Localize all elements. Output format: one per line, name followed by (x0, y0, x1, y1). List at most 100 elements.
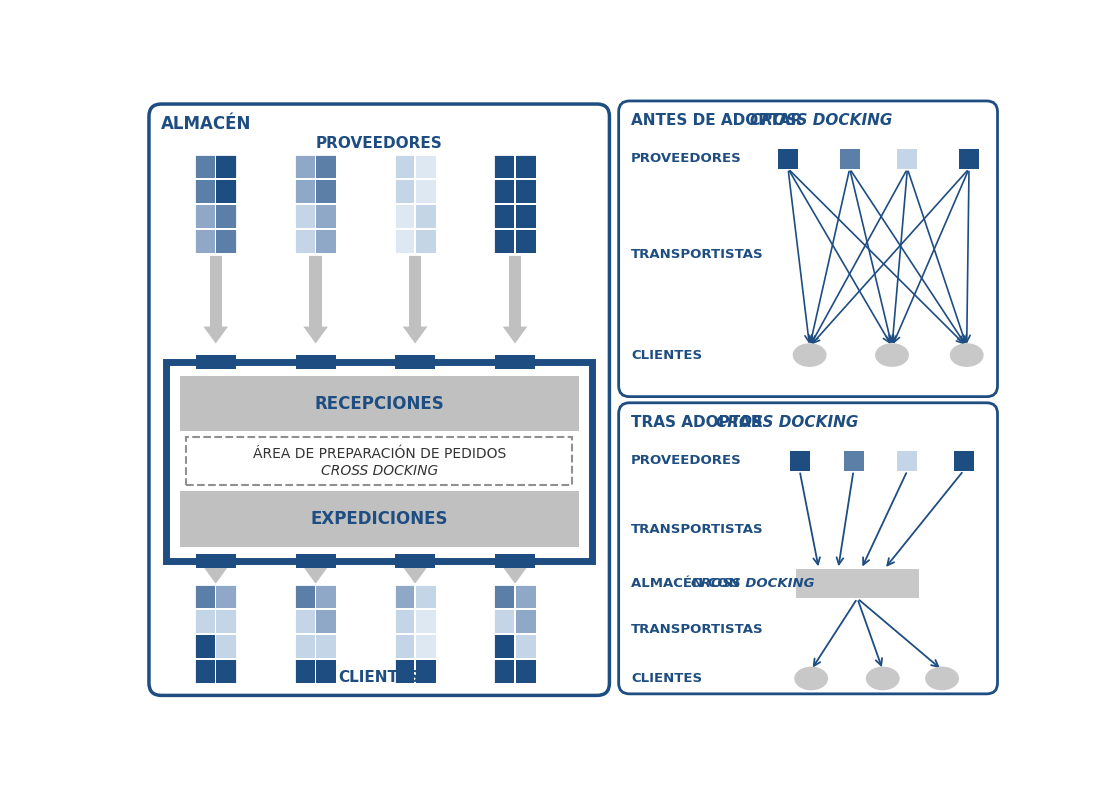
FancyBboxPatch shape (618, 101, 998, 397)
Bar (790, 450, 810, 471)
Bar (179, 376, 579, 431)
Bar (897, 149, 917, 169)
Bar (196, 355, 235, 369)
Bar (494, 180, 514, 203)
Bar (209, 561, 222, 566)
Polygon shape (503, 566, 528, 584)
Bar (195, 610, 215, 633)
Bar (196, 554, 235, 567)
Bar (309, 254, 321, 326)
Bar (516, 230, 535, 254)
Bar (317, 180, 336, 203)
Bar (516, 155, 535, 179)
Bar (394, 205, 414, 228)
Bar (295, 230, 315, 254)
Bar (295, 155, 315, 179)
Bar (216, 634, 236, 658)
Bar (317, 205, 336, 228)
Bar (296, 554, 336, 567)
Bar (394, 180, 414, 203)
Text: CROSS DOCKING: CROSS DOCKING (320, 464, 438, 478)
Bar (309, 561, 321, 566)
Bar (394, 585, 414, 608)
Bar (394, 155, 414, 179)
FancyBboxPatch shape (149, 104, 609, 695)
Bar (195, 230, 215, 254)
Bar (216, 610, 236, 633)
Bar (508, 561, 521, 566)
Text: ÁREA DE PREPARACIÓN DE PEDIDOS: ÁREA DE PREPARACIÓN DE PEDIDOS (253, 446, 506, 461)
Bar (394, 634, 414, 658)
Bar (186, 438, 572, 485)
Bar (840, 149, 860, 169)
Bar (516, 660, 535, 683)
Text: ANTES DE ADOPTAR: ANTES DE ADOPTAR (631, 113, 808, 128)
Ellipse shape (866, 667, 899, 690)
Bar (295, 660, 315, 683)
Bar (494, 155, 514, 179)
Bar (195, 660, 215, 683)
Text: RECEPCIONES: RECEPCIONES (315, 394, 444, 412)
Bar (494, 634, 514, 658)
Bar (953, 450, 973, 471)
Bar (416, 634, 436, 658)
Text: TRANSPORTISTAS: TRANSPORTISTAS (631, 523, 764, 536)
Text: PROVEEDORES: PROVEEDORES (316, 137, 442, 152)
Bar (295, 610, 315, 633)
Text: TRANSPORTISTAS: TRANSPORTISTAS (631, 249, 764, 261)
Bar (778, 149, 799, 169)
Polygon shape (403, 566, 428, 584)
Bar (394, 610, 414, 633)
Text: CLIENTES: CLIENTES (338, 670, 420, 685)
Bar (494, 610, 514, 633)
Ellipse shape (793, 343, 827, 367)
Bar (216, 155, 236, 179)
Bar (295, 634, 315, 658)
Polygon shape (304, 326, 328, 344)
Ellipse shape (875, 343, 909, 367)
FancyBboxPatch shape (618, 403, 998, 694)
Bar (216, 205, 236, 228)
Bar (394, 660, 414, 683)
Bar (216, 230, 236, 254)
Text: CROSS DOCKING: CROSS DOCKING (750, 113, 893, 128)
Bar (393, 584, 437, 684)
Bar (195, 585, 215, 608)
Text: TRANSPORTISTAS: TRANSPORTISTAS (631, 623, 764, 637)
Bar (494, 205, 514, 228)
Bar (416, 660, 436, 683)
Ellipse shape (950, 343, 983, 367)
Ellipse shape (925, 667, 959, 690)
Bar (416, 205, 436, 228)
Bar (494, 230, 514, 254)
Text: PROVEEDORES: PROVEEDORES (631, 152, 741, 165)
Bar (296, 355, 336, 369)
Polygon shape (204, 566, 228, 584)
Bar (508, 254, 521, 326)
Bar (216, 180, 236, 203)
Bar (317, 155, 336, 179)
Bar (317, 585, 336, 608)
Bar (516, 180, 535, 203)
Bar (195, 634, 215, 658)
Bar (516, 634, 535, 658)
Polygon shape (204, 326, 228, 344)
Bar (495, 554, 535, 567)
Polygon shape (503, 326, 528, 344)
Bar (195, 155, 215, 179)
Bar (416, 610, 436, 633)
Bar (494, 584, 536, 684)
Text: ALMACÉN CON: ALMACÉN CON (631, 577, 745, 590)
Bar (495, 355, 535, 369)
Polygon shape (304, 566, 328, 584)
Bar (393, 154, 437, 254)
Bar (195, 205, 215, 228)
Bar (395, 355, 436, 369)
Bar (317, 634, 336, 658)
Text: ALMACÉN: ALMACÉN (161, 115, 252, 133)
Text: CLIENTES: CLIENTES (631, 348, 702, 362)
Text: CLIENTES: CLIENTES (631, 672, 702, 685)
Bar (394, 230, 414, 254)
Bar (179, 491, 579, 547)
Ellipse shape (794, 667, 828, 690)
